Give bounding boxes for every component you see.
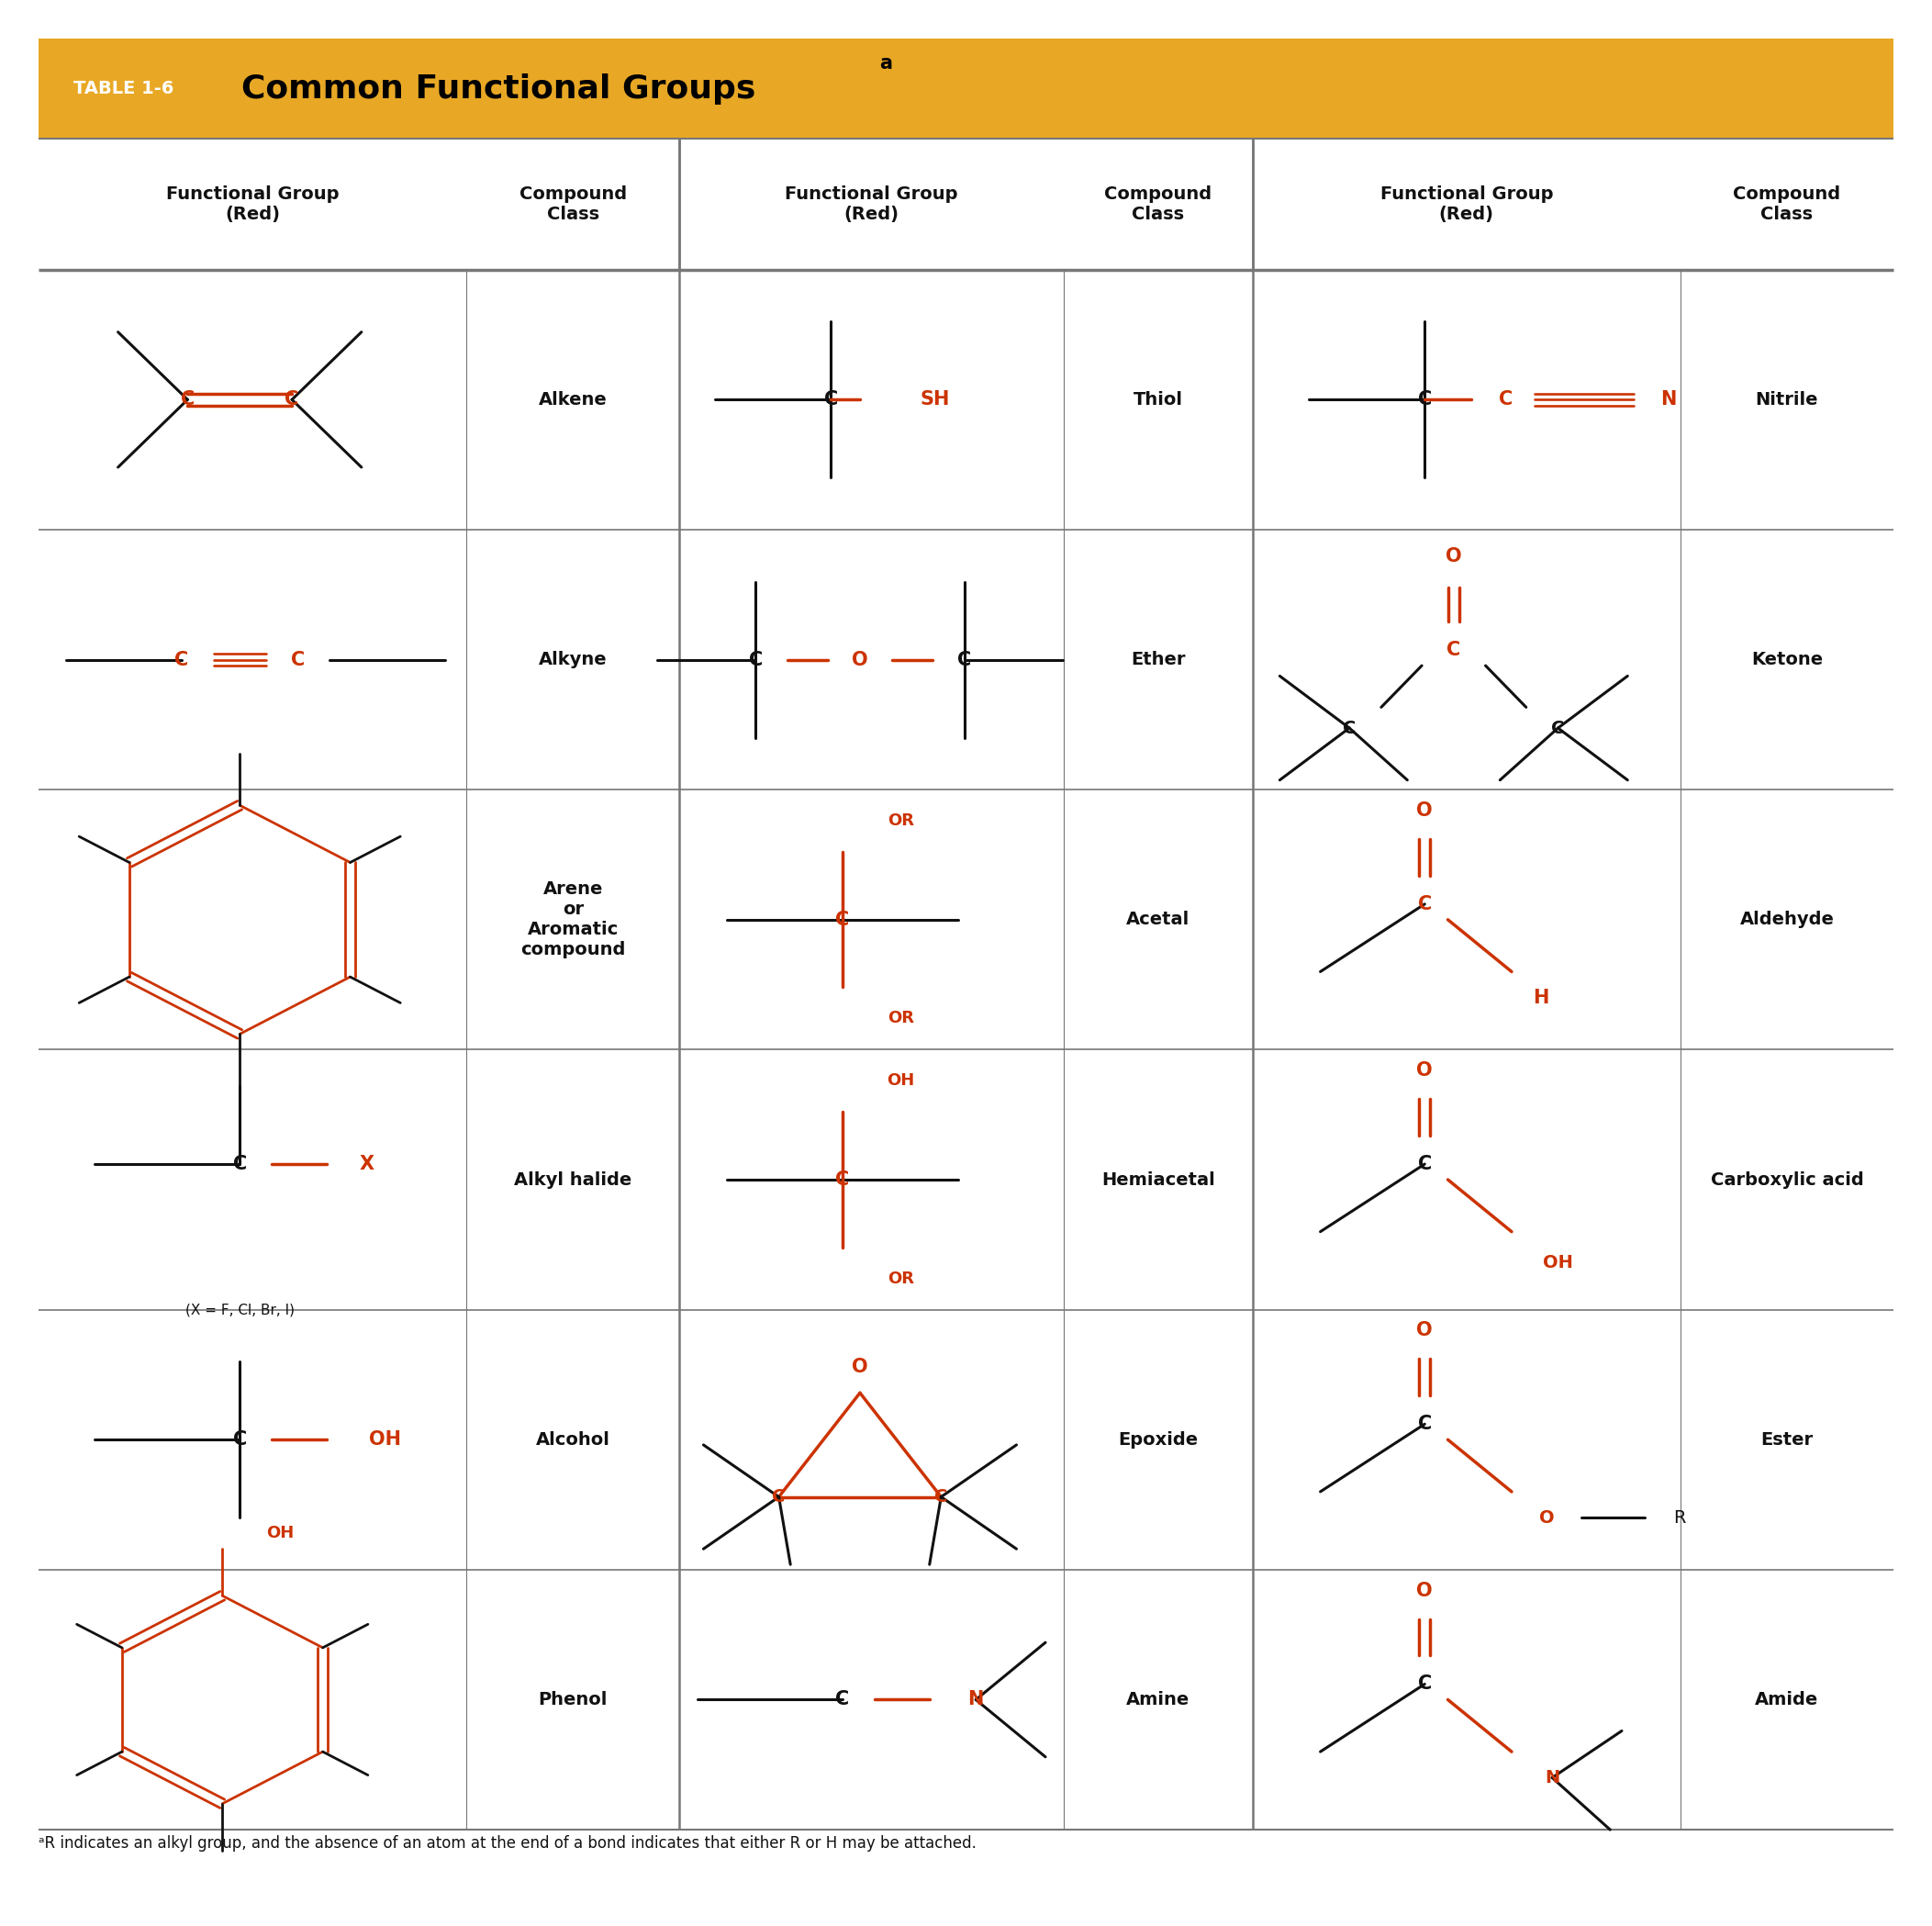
Text: Phenol: Phenol <box>539 1691 607 1708</box>
Text: C: C <box>1418 1676 1432 1693</box>
Text: Functional Group
(Red): Functional Group (Red) <box>166 185 340 223</box>
Text: Ester: Ester <box>1760 1431 1812 1448</box>
Bar <box>39 790 1893 1050</box>
Bar <box>39 1310 1893 1570</box>
Text: C: C <box>823 391 838 408</box>
Text: C: C <box>284 391 299 408</box>
Text: C: C <box>956 651 972 668</box>
Text: Functional Group
(Red): Functional Group (Red) <box>784 185 958 223</box>
Text: Acetal: Acetal <box>1126 911 1190 928</box>
Bar <box>39 530 1893 790</box>
Text: Aldehyde: Aldehyde <box>1739 911 1833 928</box>
Text: C: C <box>1418 896 1432 913</box>
Text: OH: OH <box>1544 1254 1573 1271</box>
Text: Alkyl halide: Alkyl halide <box>514 1171 632 1188</box>
Text: Compound
Class: Compound Class <box>1105 185 1211 223</box>
Text: C: C <box>232 1156 247 1173</box>
Text: O: O <box>852 1358 867 1375</box>
Text: Hemiacetal: Hemiacetal <box>1101 1171 1215 1188</box>
Text: OH: OH <box>267 1525 294 1541</box>
Text: a: a <box>879 54 893 73</box>
Text: SH: SH <box>920 391 951 408</box>
Text: C: C <box>1499 391 1513 408</box>
Text: TABLE 1-6: TABLE 1-6 <box>73 79 174 98</box>
Text: C: C <box>835 911 850 928</box>
Text: O: O <box>1538 1508 1553 1527</box>
Text: C: C <box>1418 1416 1432 1433</box>
Text: Amide: Amide <box>1754 1691 1818 1708</box>
Text: Alkyne: Alkyne <box>539 651 607 668</box>
Bar <box>39 39 1893 139</box>
Text: C: C <box>1447 641 1461 659</box>
Text: Compound
Class: Compound Class <box>520 185 626 223</box>
Text: C: C <box>1418 391 1432 408</box>
Text: C: C <box>1343 718 1356 738</box>
Text: C: C <box>1418 1156 1432 1173</box>
Text: Compound
Class: Compound Class <box>1733 185 1841 223</box>
Text: C: C <box>935 1489 949 1506</box>
Bar <box>39 270 1893 530</box>
Text: X: X <box>359 1156 375 1173</box>
Text: Alcohol: Alcohol <box>535 1431 611 1448</box>
Text: Ether: Ether <box>1130 651 1186 668</box>
Text: Alkene: Alkene <box>539 391 607 408</box>
Text: (X = F, Cl, Br, I): (X = F, Cl, Br, I) <box>185 1302 294 1317</box>
Text: O: O <box>1445 547 1463 566</box>
Bar <box>39 139 1893 270</box>
Text: Common Functional Groups: Common Functional Groups <box>242 73 755 104</box>
Text: H: H <box>1532 988 1549 1007</box>
Text: C: C <box>835 1171 850 1188</box>
Text: Nitrile: Nitrile <box>1756 391 1818 408</box>
Text: N: N <box>1546 1768 1559 1787</box>
Text: C: C <box>835 1691 850 1708</box>
Text: C: C <box>748 651 763 668</box>
Text: C: C <box>174 651 189 668</box>
Text: Ketone: Ketone <box>1750 651 1822 668</box>
Text: Arene
or
Aromatic
compound: Arene or Aromatic compound <box>520 880 626 959</box>
Text: C: C <box>290 651 305 668</box>
Text: Functional Group
(Red): Functional Group (Red) <box>1379 185 1553 223</box>
Text: C: C <box>773 1489 786 1506</box>
Text: OR: OR <box>887 1271 914 1287</box>
Text: OR: OR <box>887 813 914 828</box>
Text: Amine: Amine <box>1126 1691 1190 1708</box>
Text: Thiol: Thiol <box>1134 391 1182 408</box>
Text: C: C <box>232 1431 247 1448</box>
Bar <box>39 1050 1893 1310</box>
Text: OR: OR <box>887 1011 914 1027</box>
Text: Carboxylic acid: Carboxylic acid <box>1710 1171 1864 1188</box>
Text: N: N <box>1660 391 1677 408</box>
Bar <box>39 1570 1893 1830</box>
Text: R: R <box>1673 1508 1687 1527</box>
Text: O: O <box>1416 801 1434 820</box>
Text: O: O <box>1416 1321 1434 1340</box>
Text: C: C <box>1551 718 1565 738</box>
Text: O: O <box>852 651 867 668</box>
Text: C: C <box>180 391 195 408</box>
Text: OH: OH <box>369 1431 400 1448</box>
Text: O: O <box>1416 1581 1434 1601</box>
Text: N: N <box>968 1691 983 1708</box>
Text: O: O <box>1416 1061 1434 1080</box>
Text: Epoxide: Epoxide <box>1119 1431 1198 1448</box>
Text: ᵃR indicates an alkyl group, and the absence of an atom at the end of a bond ind: ᵃR indicates an alkyl group, and the abs… <box>39 1835 976 1853</box>
Text: OH: OH <box>887 1073 914 1088</box>
